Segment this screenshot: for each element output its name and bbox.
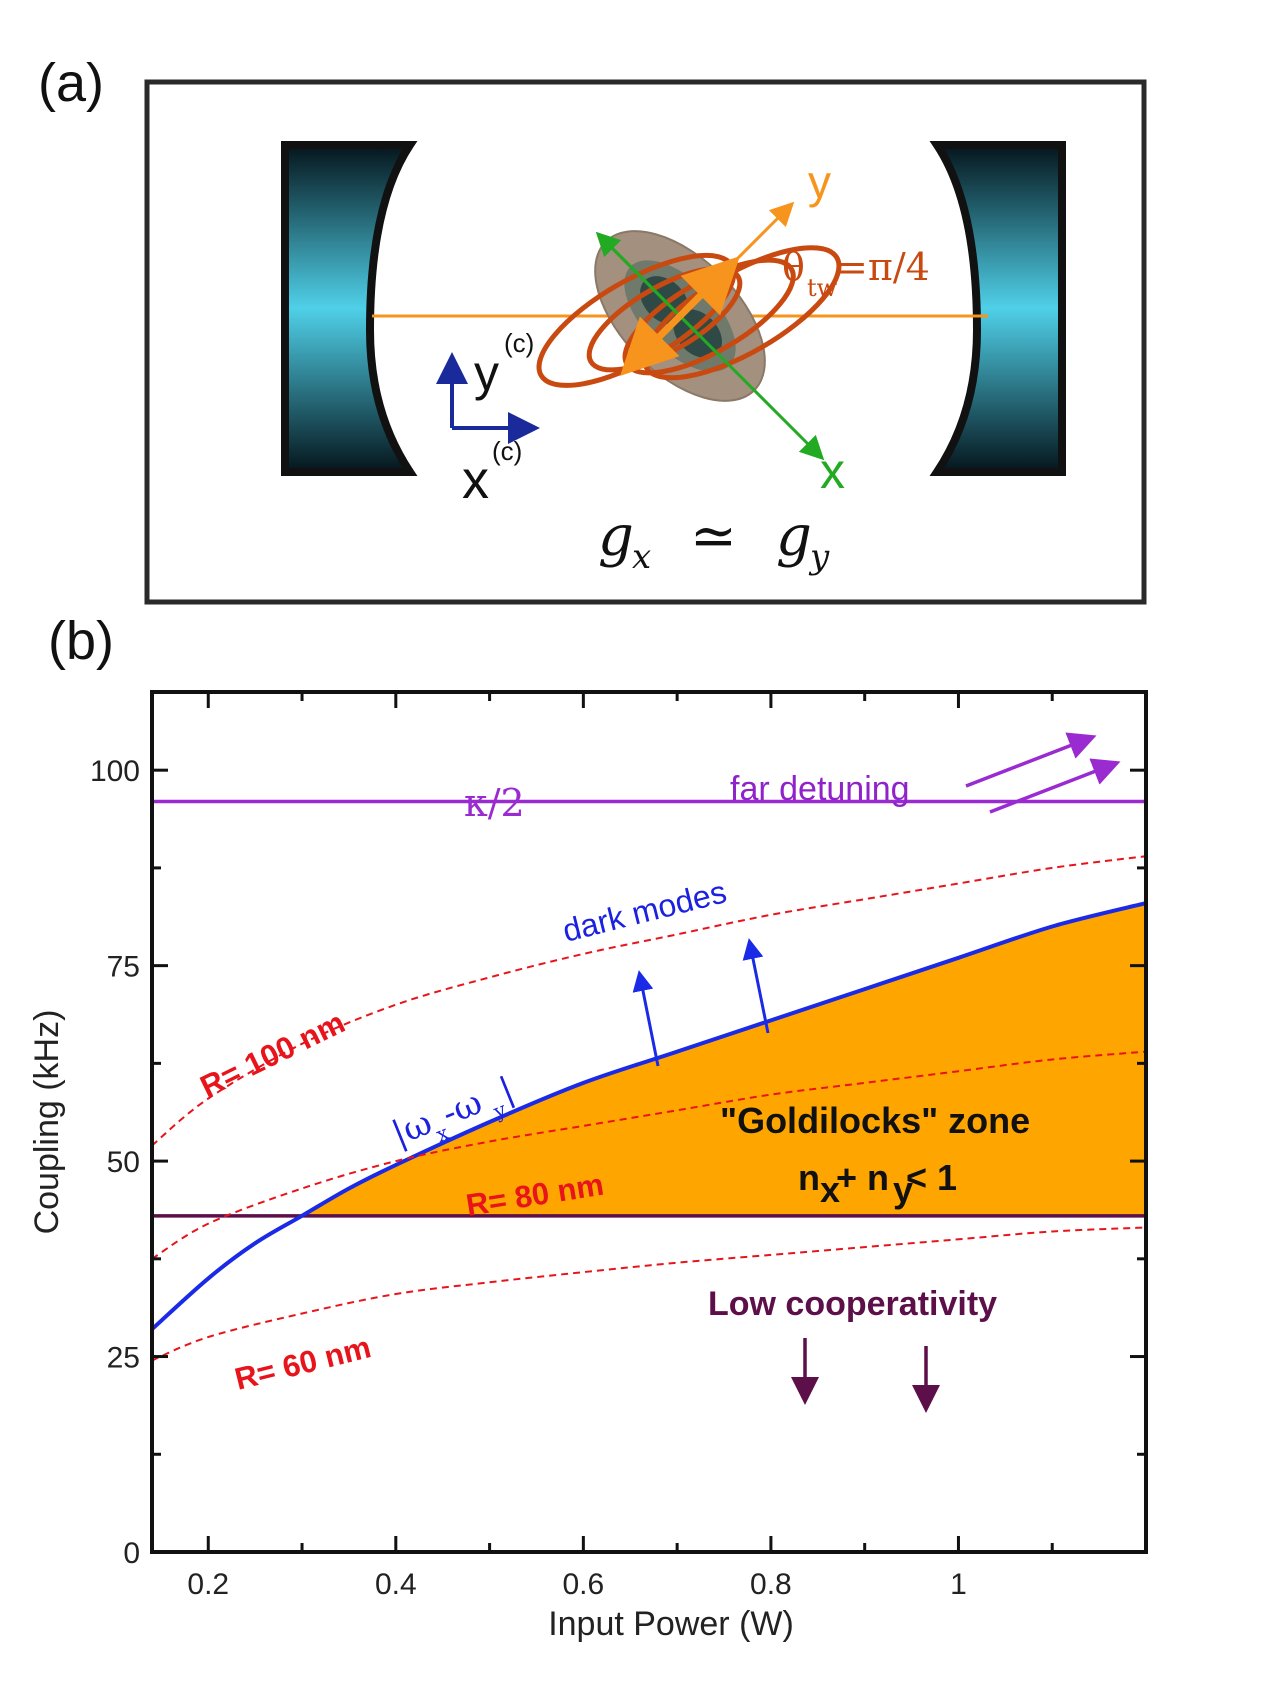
x-tick-label: 0.8 <box>750 1568 792 1601</box>
series-r-60-nm <box>151 1226 1146 1362</box>
occupation-condition: n x + n y < 1 <box>798 1157 957 1210</box>
dark-modes-arrow-2 <box>742 938 770 1034</box>
kappa-label: κ/2 <box>464 781 525 825</box>
theta-subscript: tw <box>807 274 838 302</box>
theta-value: =π/4 <box>836 245 930 289</box>
far-detuning-label: far detuning <box>730 770 910 808</box>
lab-x-label: x <box>462 450 489 510</box>
x-tick-label: 0.2 <box>187 1568 229 1601</box>
particle-x-axis-back <box>595 231 702 338</box>
right-mirror <box>929 141 1066 476</box>
particle-x-label: x <box>820 443 845 499</box>
eq-gy-sub: y <box>808 537 830 577</box>
y-tick-label: 25 <box>107 1342 140 1375</box>
far-detuning-arrow-1 <box>965 732 1097 788</box>
eq-relation: ≃ <box>690 504 737 569</box>
series-frequency-splitting <box>150 901 1146 1331</box>
theta-label: θ tw =π/4 <box>782 245 930 302</box>
r60-label: R= 60 nm <box>231 1329 374 1397</box>
y-tick-label: 75 <box>107 951 140 984</box>
x-tick-label: 1 <box>950 1568 967 1601</box>
r100-label: R= 100 nm <box>195 1004 351 1104</box>
particle-y-label: y <box>808 156 831 208</box>
y-tick-label: 50 <box>107 1146 140 1179</box>
lab-x-superscript: (c) <box>492 436 522 466</box>
plot-frame <box>150 690 1148 1554</box>
ny-subscript: y <box>893 1169 913 1210</box>
panel-b-label: (b) <box>48 611 114 671</box>
theta-symbol: θ <box>782 245 805 289</box>
x-axis-label: Input Power (W) <box>548 1605 794 1643</box>
x-tick-label: 0.4 <box>375 1568 417 1601</box>
y-tick-label: 0 <box>123 1537 140 1570</box>
omega-open: |ω <box>386 1103 437 1155</box>
lab-y-label: y <box>474 345 499 401</box>
nx-subscript: x <box>820 1169 840 1210</box>
lab-y-superscript: (c) <box>504 328 534 358</box>
coupling-equation: g x ≃ g y <box>598 504 830 577</box>
eq-gy: g <box>776 504 812 569</box>
nx-text: n <box>798 1157 820 1198</box>
series-r-100-nm <box>151 855 1146 1147</box>
x-tick-label: 0.6 <box>562 1568 604 1601</box>
left-mirror <box>281 141 418 476</box>
y-axis-label: Coupling (kHz) <box>28 1010 66 1235</box>
y-vector-arrow-neg <box>620 313 683 376</box>
eq-gx: g <box>598 504 634 569</box>
dark-modes-arrow-1 <box>632 970 660 1067</box>
dark-modes-label: dark modes <box>559 873 730 948</box>
far-detuning-arrow-2 <box>989 758 1121 814</box>
goldilocks-zone-fill <box>302 903 1146 1216</box>
y-tick-label: 100 <box>90 755 140 788</box>
low-cooperativity-label: Low cooperativity <box>708 1285 997 1323</box>
eq-gx-sub: x <box>632 537 651 577</box>
series-r-80-nm <box>151 1050 1146 1260</box>
y-vector-arrow <box>677 256 740 319</box>
less-than-one: < 1 <box>906 1157 957 1198</box>
panel-a-label: (a) <box>38 53 104 113</box>
goldilocks-label: "Goldilocks" zone <box>720 1100 1030 1141</box>
plus-ny-text: + n <box>836 1157 889 1198</box>
